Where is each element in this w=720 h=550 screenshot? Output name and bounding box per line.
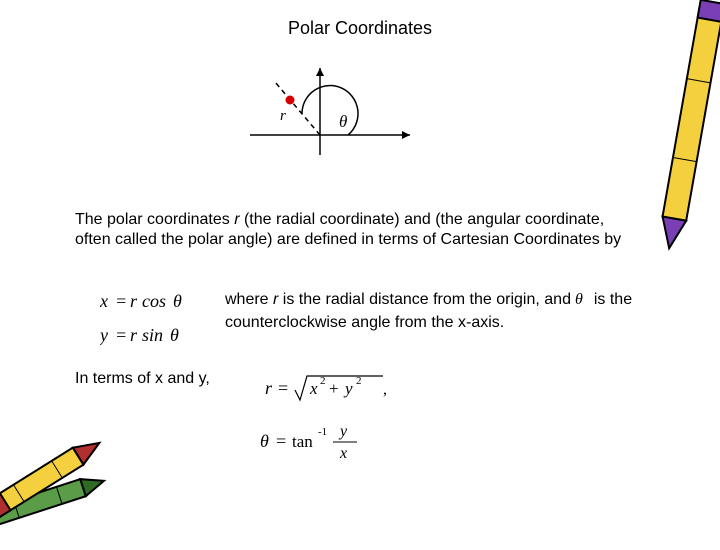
svg-text:r: r: [130, 325, 138, 345]
para2-a: where: [225, 291, 273, 308]
svg-text:,: ,: [383, 381, 387, 398]
svg-text:y: y: [100, 325, 108, 345]
theta-label: θ: [339, 112, 347, 131]
svg-text:-1: -1: [318, 426, 327, 438]
in-terms-text: In terms of x and y,: [75, 370, 210, 388]
svg-text:=: =: [115, 291, 127, 311]
svg-text:2: 2: [356, 375, 362, 387]
explanation-paragraph: where r is the radial distance from the …: [225, 290, 655, 333]
svg-text:tan: tan: [292, 432, 313, 451]
r-label: r: [280, 108, 286, 124]
svg-text:x: x: [309, 379, 318, 398]
svg-text:sin: sin: [142, 325, 163, 345]
page-title: Polar Coordinates: [0, 18, 720, 39]
svg-text:+: +: [329, 379, 339, 398]
para2-b: is the radial distance from the origin, …: [278, 291, 575, 308]
polar-diagram: r θ: [240, 60, 420, 170]
equations-xy: x = r cos θ y = r sin θ: [100, 290, 220, 359]
eq-y: y = r sin θ: [100, 324, 220, 358]
svg-text:r: r: [130, 291, 138, 311]
svg-text:θ: θ: [173, 291, 182, 311]
svg-text:θ: θ: [260, 431, 269, 451]
svg-text:θ: θ: [170, 325, 179, 345]
svg-text:cos: cos: [142, 291, 166, 311]
crayon-decoration-top-right: [650, 0, 720, 275]
svg-text:y: y: [343, 379, 353, 398]
svg-text:=: =: [276, 431, 286, 451]
svg-text:=: =: [115, 325, 127, 345]
theta-inline-icon: θ: [575, 291, 589, 313]
svg-text:θ: θ: [575, 291, 583, 307]
para1-text-a: The polar coordinates: [75, 211, 234, 228]
svg-text:x: x: [100, 291, 108, 311]
svg-text:=: =: [278, 378, 288, 398]
eq-x: x = r cos θ: [100, 290, 220, 324]
intro-paragraph: The polar coordinates r (the radial coor…: [75, 210, 635, 250]
svg-text:y: y: [338, 423, 348, 440]
crayon-decoration-bottom-left: [0, 425, 135, 550]
svg-text:x: x: [339, 445, 347, 462]
svg-text:r: r: [265, 378, 273, 398]
eq-theta: θ = tan -1 y x: [260, 420, 390, 469]
eq-r: r = x 2 + y 2 ,: [265, 370, 395, 411]
svg-text:2: 2: [320, 375, 326, 387]
